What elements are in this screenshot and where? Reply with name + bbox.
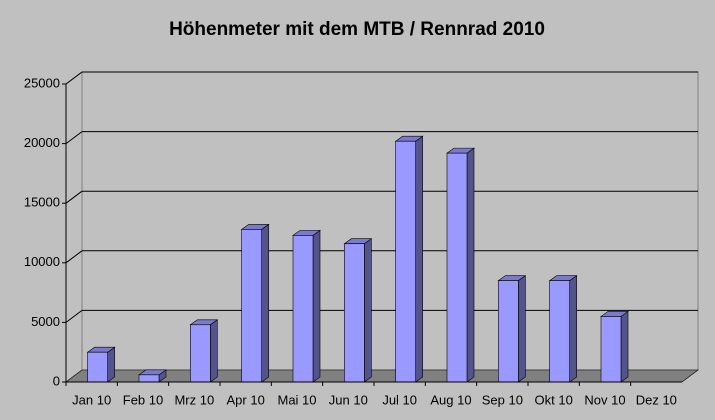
bar-side — [518, 275, 526, 383]
bar — [138, 374, 160, 383]
x-tick-label: Dez 10 — [636, 392, 677, 407]
x-tick-label: Feb 10 — [123, 392, 163, 407]
y-tick-label: 5000 — [31, 314, 60, 329]
bar-side — [261, 223, 269, 383]
bar — [395, 140, 416, 383]
bar — [549, 280, 570, 383]
chart-title: Höhenmeter mit dem MTB / Rennrad 2010 — [169, 19, 545, 40]
side-wall — [65, 71, 83, 383]
back-wall — [81, 71, 699, 371]
grid-line — [65, 131, 83, 145]
bar-side — [620, 310, 629, 383]
bar — [87, 351, 108, 383]
bar-side — [312, 229, 321, 383]
x-tick-label: Apr 10 — [227, 392, 265, 407]
grid-line — [65, 71, 83, 85]
y-tick-label: 15000 — [24, 195, 60, 210]
bar — [344, 243, 365, 383]
bar-side — [569, 275, 577, 383]
x-tick-label: Jan 10 — [72, 392, 111, 407]
bar — [446, 152, 468, 383]
bar — [498, 280, 519, 383]
x-tick-label: Nov 10 — [584, 392, 625, 407]
bar — [600, 316, 622, 383]
grid-line — [65, 190, 83, 204]
x-tick-label: Jun 10 — [329, 392, 368, 407]
x-tick-label: Mrz 10 — [174, 392, 214, 407]
x-tick-label: Sep 10 — [482, 392, 523, 407]
bar — [292, 235, 314, 383]
bar-side — [107, 346, 115, 383]
bar-side — [415, 135, 423, 383]
y-tick-label: 25000 — [24, 75, 60, 90]
bar-side — [210, 319, 218, 383]
grid-line — [65, 250, 83, 264]
grid-line — [65, 309, 83, 323]
x-tick-label: Mai 10 — [277, 392, 316, 407]
x-tick-label: Jul 10 — [382, 392, 417, 407]
bar — [241, 229, 262, 383]
x-tick-label: Okt 10 — [535, 392, 573, 407]
x-tick-label: Aug 10 — [430, 392, 471, 407]
bar-side — [364, 238, 372, 383]
bar — [190, 324, 211, 383]
y-tick-label: 0 — [53, 373, 60, 388]
y-tick-label: 20000 — [24, 135, 60, 150]
y-tick-label: 10000 — [24, 254, 60, 269]
bar-side — [466, 147, 475, 383]
